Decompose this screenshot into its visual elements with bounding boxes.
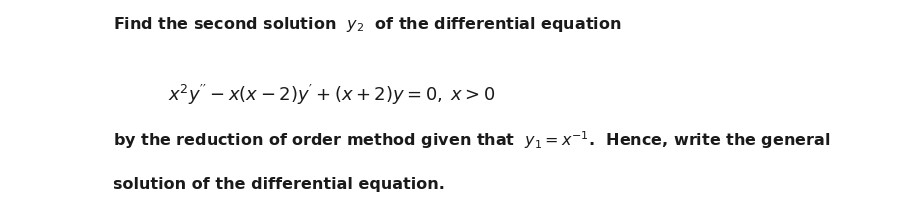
Text: Find the second solution  $y_2$  of the differential equation: Find the second solution $y_2$ of the di… [113,15,622,33]
Text: $x^2y''-x(x-2)y'+(x+2)y=0, \; x>0$: $x^2y''-x(x-2)y'+(x+2)y=0, \; x>0$ [168,83,495,107]
Text: solution of the differential equation.: solution of the differential equation. [113,177,445,192]
Text: by the reduction of order method given that  $y_1 = x^{-1}$.  Hence, write the g: by the reduction of order method given t… [113,129,831,151]
